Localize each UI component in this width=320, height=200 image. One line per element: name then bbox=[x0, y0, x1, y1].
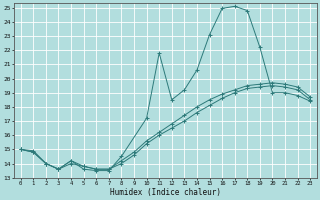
X-axis label: Humidex (Indice chaleur): Humidex (Indice chaleur) bbox=[110, 188, 221, 197]
